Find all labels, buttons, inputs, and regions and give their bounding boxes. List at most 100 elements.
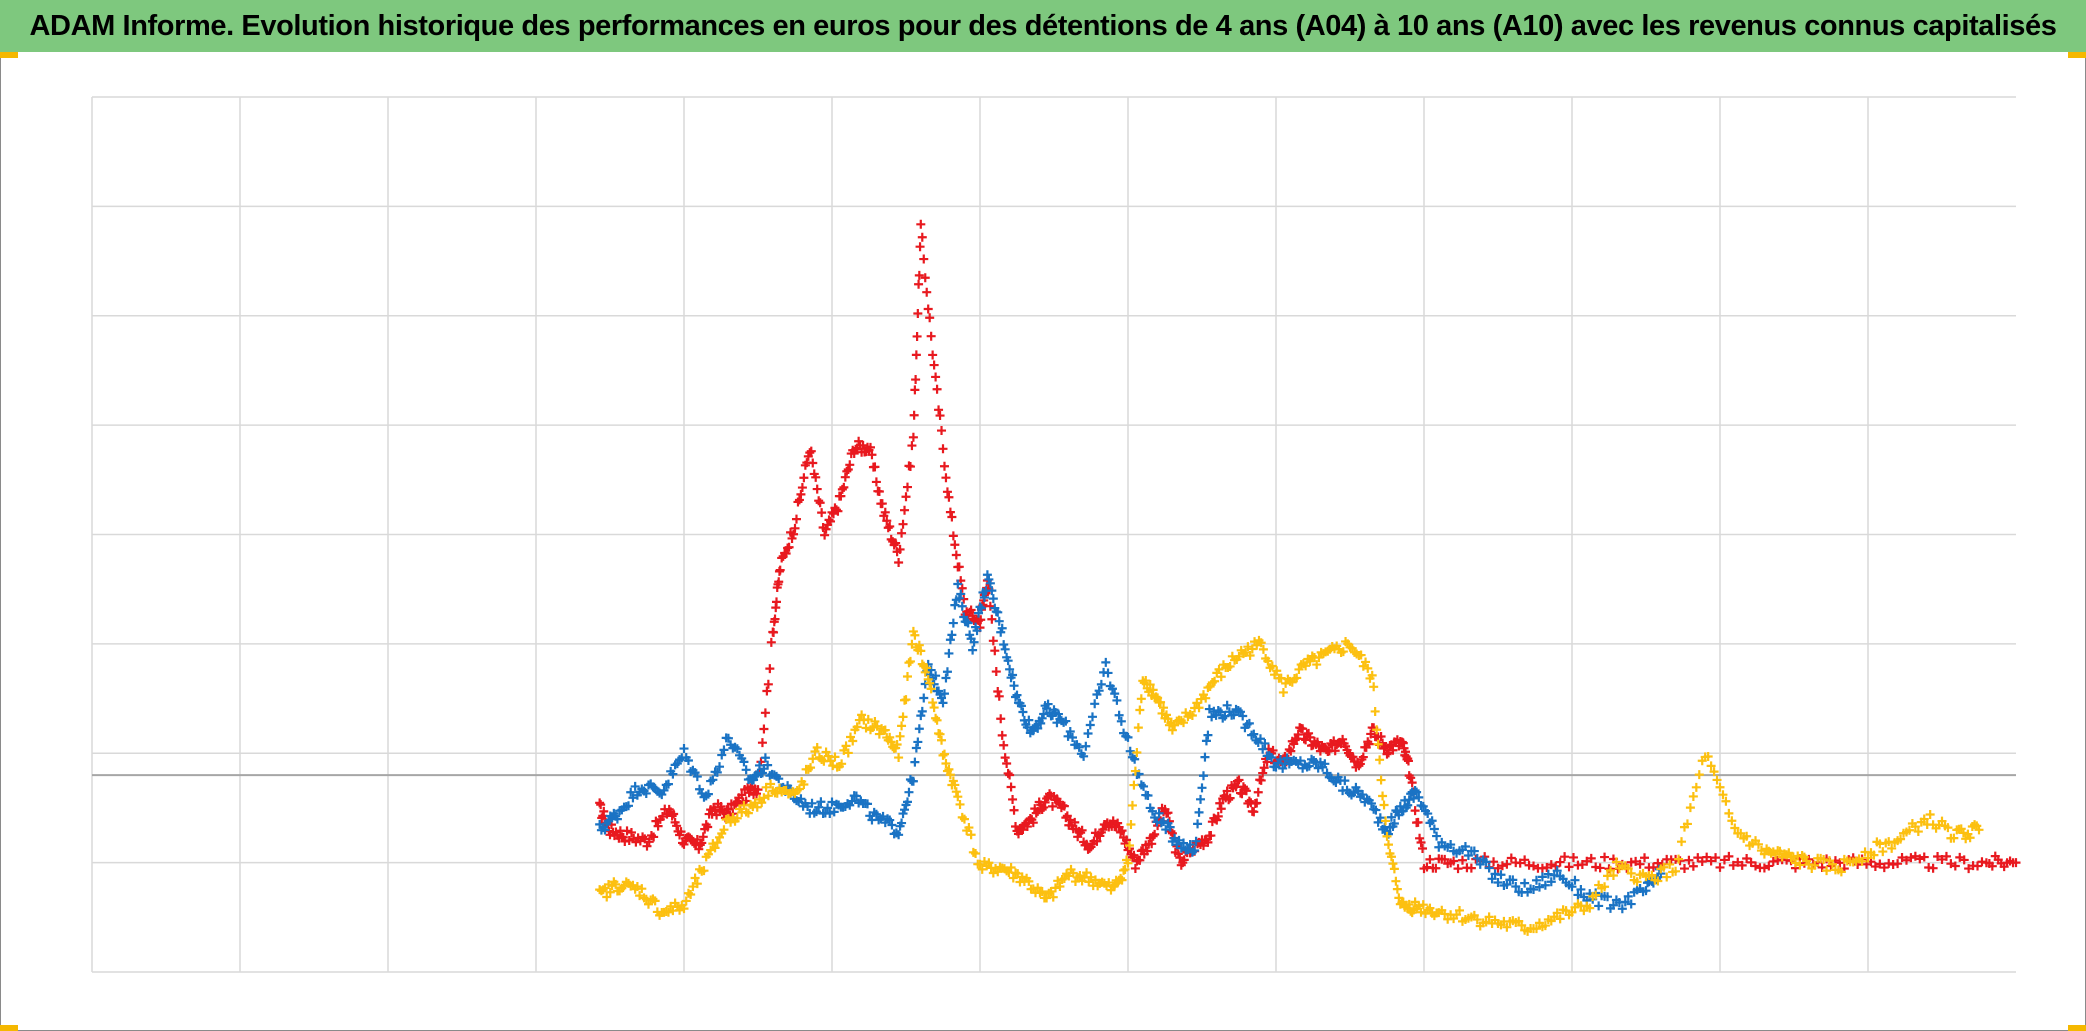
series-2-point [1555, 914, 1565, 924]
series-0-point [976, 615, 986, 625]
series-0-point [1950, 861, 1960, 871]
series-0-point [947, 512, 957, 522]
series-0-point [1928, 863, 1938, 873]
series-1-point [950, 600, 960, 610]
series-0-point [997, 730, 1007, 740]
series-0-point [676, 827, 686, 837]
series-1-point [1139, 781, 1149, 791]
series-2-point [1194, 703, 1204, 713]
series-2-point [892, 740, 902, 749]
series-2-point [1245, 650, 1255, 660]
series-2-point [605, 887, 615, 897]
series-1-point [612, 814, 622, 824]
series-0-point [902, 482, 912, 492]
series-1-point [692, 772, 702, 782]
series-2-point [971, 848, 981, 858]
series-2-point [1472, 915, 1482, 925]
series-0-point [626, 828, 636, 838]
series-0-point [789, 529, 799, 539]
series-0-point [1915, 854, 1925, 864]
series-1-point [1304, 761, 1314, 771]
series-1-point [1484, 863, 1494, 873]
series-1-point [1315, 757, 1325, 767]
series-2-point [1937, 816, 1947, 826]
series-2-point [1375, 755, 1385, 765]
series-1-point [957, 601, 967, 611]
series-2-point [1126, 820, 1136, 830]
series-0-point [907, 441, 917, 451]
series-1-point [1036, 718, 1046, 728]
series-1-point [1469, 846, 1479, 856]
series-0-point [1031, 808, 1041, 818]
series-0-point [1085, 843, 1095, 853]
series-0-point [1167, 828, 1177, 838]
series-0-point [1546, 860, 1556, 870]
series-0-point [1138, 845, 1148, 855]
series-1-point [985, 578, 995, 588]
series-2-point [938, 750, 948, 760]
series-0-point [697, 838, 707, 848]
series-1-point [1573, 890, 1583, 900]
series-0-point [826, 516, 836, 526]
series-1-point [902, 797, 912, 807]
series-2-point [1659, 862, 1669, 872]
corner-accent-top-right [2068, 52, 2086, 58]
series-0-point [1893, 859, 1903, 869]
series-1-point [1009, 681, 1019, 691]
series-2-point [1703, 752, 1713, 762]
series-1-point [630, 781, 640, 791]
series-0-point [948, 531, 958, 541]
series-0-point [1008, 794, 1018, 804]
series-2-point [1136, 694, 1146, 704]
series-0-point [1348, 752, 1358, 762]
series-0-point [990, 646, 1000, 656]
series-2-point [1727, 816, 1737, 826]
series-2-point [928, 698, 938, 708]
series-2-point [1896, 834, 1906, 844]
series-1-point [1641, 886, 1651, 896]
series-2-point [1129, 780, 1139, 790]
series-1-point [939, 689, 949, 699]
series-2-point [699, 866, 709, 876]
series-2-point [1053, 876, 1063, 886]
series-2-point [1887, 843, 1897, 853]
series-0-point [911, 375, 921, 385]
series-2-point [837, 759, 847, 769]
series-1-point [942, 667, 952, 677]
series-1-point [829, 807, 839, 817]
series-0-point [1502, 859, 1512, 869]
series-0-point [1466, 863, 1476, 873]
series-1-point [956, 589, 966, 599]
series-0-point [1555, 857, 1565, 867]
series-1-point [1520, 878, 1530, 888]
series-2-point [848, 736, 858, 746]
series-1-point [1620, 897, 1630, 907]
series-2-point [929, 703, 939, 713]
series-0-point [1150, 829, 1160, 839]
series-0-point [939, 461, 949, 471]
series-0-point [806, 446, 816, 456]
series-1-point [1065, 726, 1075, 736]
series-0-point [1724, 851, 1734, 861]
series-2-point [937, 735, 947, 745]
series-2-point [1857, 856, 1867, 866]
series-0-point [932, 384, 942, 394]
series-1-point [1487, 874, 1497, 884]
series-1-point [988, 594, 998, 604]
series-0-point [1213, 811, 1223, 821]
series-2-point [1214, 664, 1224, 674]
series-1-point [1463, 851, 1473, 861]
series-0-point [799, 473, 809, 483]
series-0-point [922, 287, 932, 297]
series-2-point [905, 656, 915, 666]
series-0-point [1135, 855, 1145, 865]
series-2-point [1958, 828, 1968, 838]
series-2-point [1294, 664, 1304, 674]
series-0-point [931, 372, 941, 382]
series-2-point [1117, 875, 1127, 885]
series-0-point [1382, 749, 1392, 759]
series-2-point [1055, 882, 1065, 892]
series-1-point [659, 785, 669, 795]
series-1-point [997, 623, 1007, 633]
series-2-point [1263, 656, 1273, 666]
